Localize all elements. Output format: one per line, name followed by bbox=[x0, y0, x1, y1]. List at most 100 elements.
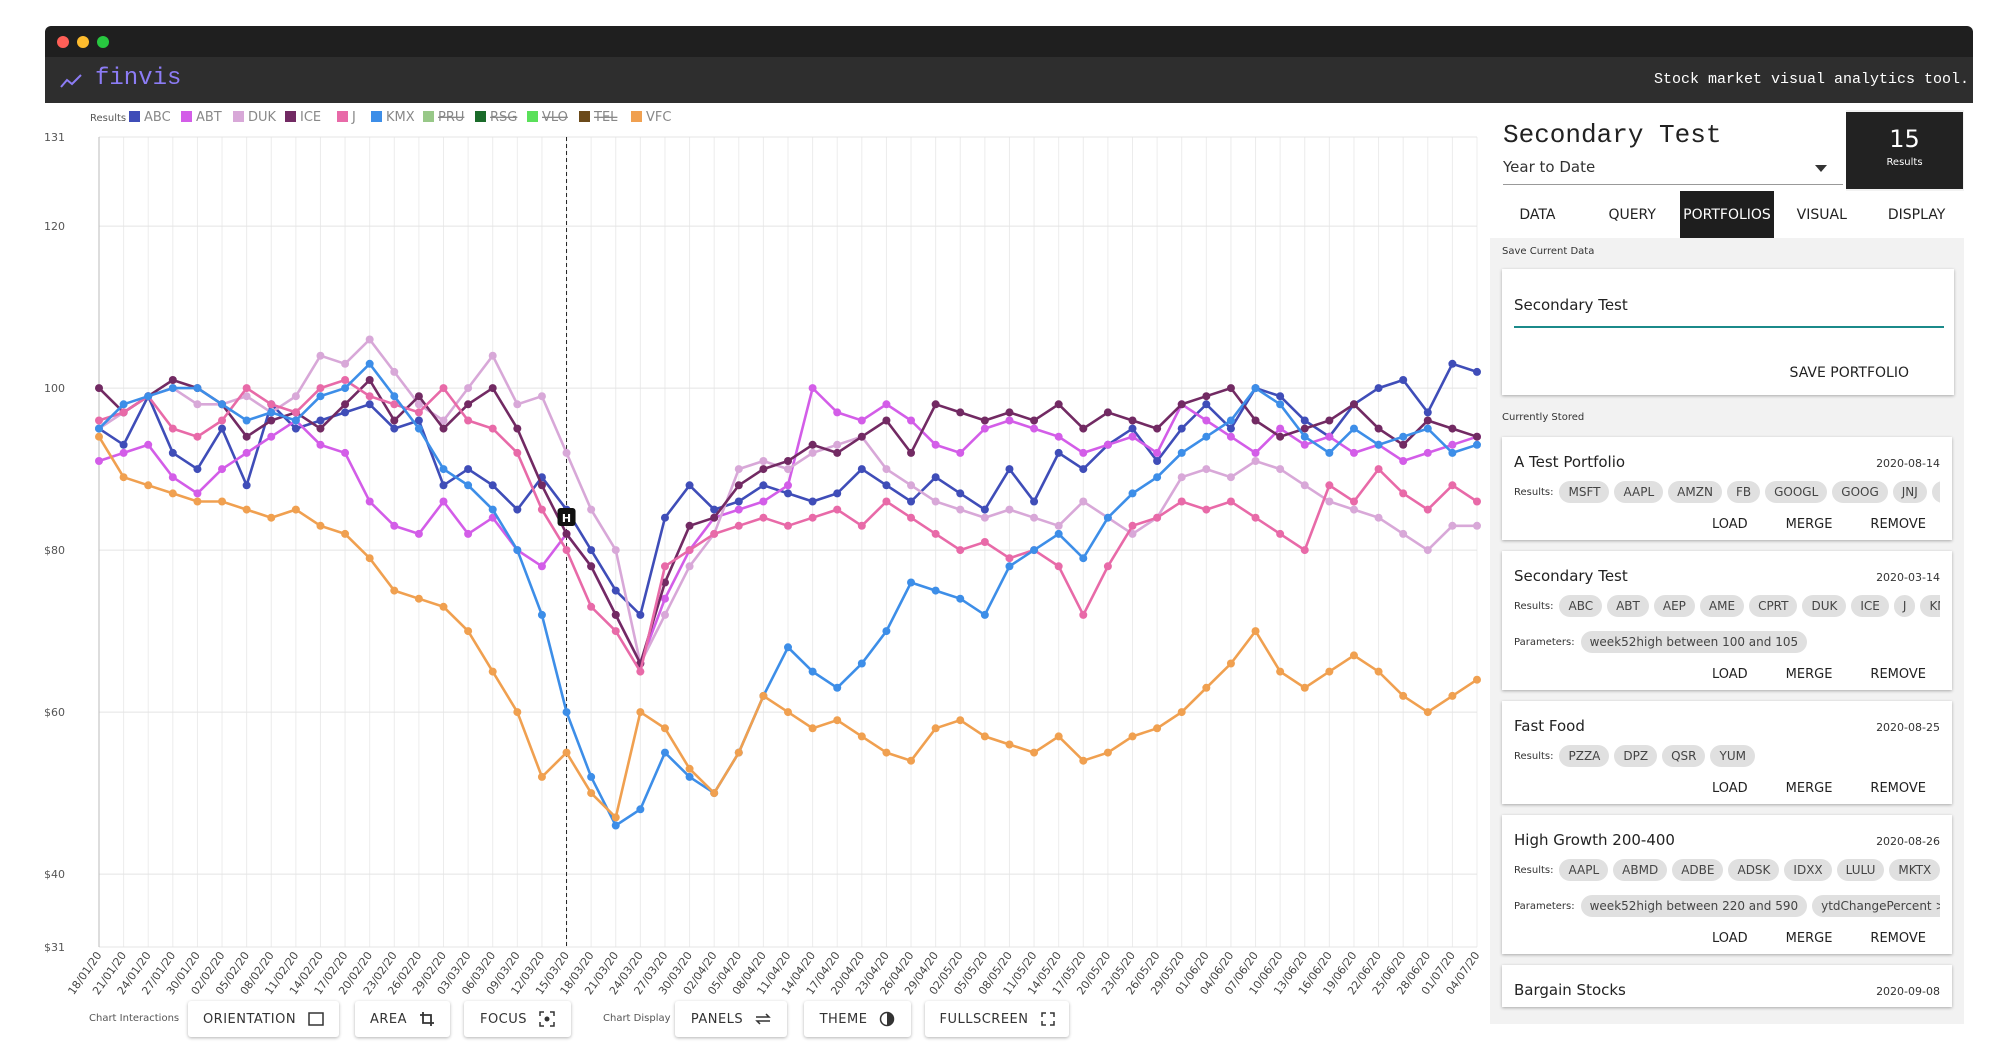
toolbar-button[interactable]: FULLSCREEN bbox=[925, 1001, 1069, 1037]
legend-swatch bbox=[475, 111, 486, 122]
data-point bbox=[833, 448, 842, 457]
data-point bbox=[1226, 384, 1235, 393]
chip: DPZ bbox=[1614, 745, 1658, 767]
y-tick-label: $60 bbox=[45, 706, 65, 719]
legend-label[interactable]: ABC bbox=[144, 110, 171, 125]
card-button[interactable]: LOAD bbox=[1711, 517, 1748, 532]
card-button[interactable]: MERGE bbox=[1785, 667, 1833, 682]
data-point bbox=[316, 384, 325, 393]
data-point bbox=[464, 481, 473, 490]
tab[interactable]: QUERY bbox=[1608, 206, 1656, 223]
maximize-dot[interactable] bbox=[97, 36, 109, 48]
data-point bbox=[439, 497, 448, 506]
data-point bbox=[1473, 440, 1481, 449]
data-point bbox=[759, 691, 768, 700]
close-dot[interactable] bbox=[57, 36, 69, 48]
legend-label[interactable]: TEL bbox=[593, 110, 618, 125]
card-button[interactable]: MERGE bbox=[1785, 781, 1833, 796]
data-point bbox=[390, 521, 399, 530]
data-point bbox=[808, 497, 817, 506]
card-buttons: LOAD MERGE REMOVE bbox=[1514, 517, 1940, 532]
data-point bbox=[784, 481, 792, 490]
data-point bbox=[833, 440, 842, 449]
card-button[interactable]: LOAD bbox=[1711, 667, 1748, 682]
data-point bbox=[784, 708, 792, 717]
data-point bbox=[1128, 489, 1137, 498]
save-button[interactable]: SAVE PORTFOLIO bbox=[1789, 365, 1909, 381]
data-point bbox=[1103, 562, 1112, 571]
legend-label[interactable]: VLO bbox=[542, 110, 568, 125]
data-point bbox=[1473, 675, 1481, 684]
legend-label[interactable]: J bbox=[351, 110, 356, 125]
card-button[interactable]: REMOVE bbox=[1870, 667, 1926, 682]
data-point bbox=[1300, 432, 1309, 441]
data-point bbox=[1349, 424, 1358, 433]
save-card: Secondary Test SAVE PORTFOLIO bbox=[1502, 269, 1954, 395]
data-point bbox=[193, 489, 202, 498]
card-button[interactable]: REMOVE bbox=[1870, 931, 1926, 946]
data-point bbox=[685, 521, 694, 530]
toolbar-button[interactable]: PANELS bbox=[675, 1001, 787, 1037]
card-button[interactable]: LOAD bbox=[1711, 781, 1748, 796]
data-point bbox=[168, 424, 177, 433]
toolbar-button[interactable]: ORIENTATION bbox=[188, 1001, 339, 1037]
legend-label[interactable]: VFC bbox=[646, 110, 671, 125]
card-button[interactable]: MERGE bbox=[1785, 931, 1833, 946]
toolbar-button[interactable]: AREA bbox=[355, 1001, 450, 1037]
minimize-dot[interactable] bbox=[77, 36, 89, 48]
dropdown-arrow[interactable] bbox=[1815, 165, 1827, 173]
data-point bbox=[784, 465, 792, 474]
save-input[interactable]: Secondary Test bbox=[1514, 296, 1628, 314]
legend-label[interactable]: ICE bbox=[300, 110, 321, 125]
data-point bbox=[341, 376, 350, 384]
button-label: PANELS bbox=[690, 1011, 744, 1027]
data-point bbox=[808, 667, 817, 676]
data-point bbox=[193, 432, 202, 441]
data-point bbox=[1226, 497, 1235, 506]
data-point bbox=[1423, 505, 1432, 514]
tab[interactable]: DISPLAY bbox=[1887, 206, 1946, 223]
toolbar-button[interactable]: FOCUS bbox=[464, 1001, 571, 1037]
data-point bbox=[956, 546, 965, 555]
data-point bbox=[857, 416, 866, 425]
count-label: Results bbox=[1886, 157, 1923, 168]
chip: week52high between 100 and 105 bbox=[1580, 631, 1808, 653]
tab[interactable]: DATA bbox=[1519, 206, 1556, 223]
legend-title: Results bbox=[90, 113, 126, 124]
period-select[interactable]: Year to Date bbox=[1503, 158, 1596, 176]
tab[interactable]: VISUAL bbox=[1796, 206, 1847, 223]
legend-label[interactable]: DUK bbox=[248, 110, 277, 125]
data-point bbox=[390, 416, 399, 425]
data-point bbox=[759, 465, 768, 474]
chip: MSFT bbox=[1559, 481, 1610, 503]
chip: CPRT bbox=[1749, 595, 1798, 617]
data-point bbox=[587, 562, 596, 571]
data-point bbox=[291, 392, 300, 401]
legend-label[interactable]: ABT bbox=[196, 110, 222, 125]
logo[interactable]: finvis bbox=[95, 65, 182, 92]
data-point bbox=[1226, 659, 1235, 668]
legend-swatch bbox=[233, 111, 244, 122]
data-point bbox=[1030, 513, 1039, 522]
y-tick-label: $100 bbox=[45, 382, 65, 395]
data-point bbox=[1399, 691, 1408, 700]
card-button[interactable]: MERGE bbox=[1785, 517, 1833, 532]
data-point bbox=[1128, 732, 1137, 741]
card-button[interactable]: REMOVE bbox=[1870, 781, 1926, 796]
data-point bbox=[1300, 424, 1309, 433]
tab[interactable]: PORTFOLIOS bbox=[1679, 191, 1775, 238]
data-point bbox=[291, 505, 300, 514]
data-point bbox=[1128, 521, 1137, 530]
card-button[interactable]: REMOVE bbox=[1870, 517, 1926, 532]
legend-label[interactable]: KMX bbox=[386, 110, 415, 125]
card-button[interactable]: LOAD bbox=[1711, 931, 1748, 946]
data-point bbox=[1399, 376, 1408, 384]
data-point bbox=[488, 481, 497, 490]
y-tick-label: $40 bbox=[45, 868, 65, 881]
legend-label[interactable]: PRU bbox=[438, 110, 464, 125]
legend-label[interactable]: RSG bbox=[490, 110, 517, 125]
toolbar-button[interactable]: THEME bbox=[804, 1001, 911, 1037]
data-point bbox=[119, 440, 128, 449]
data-point bbox=[857, 659, 866, 668]
icon bbox=[880, 1011, 895, 1027]
